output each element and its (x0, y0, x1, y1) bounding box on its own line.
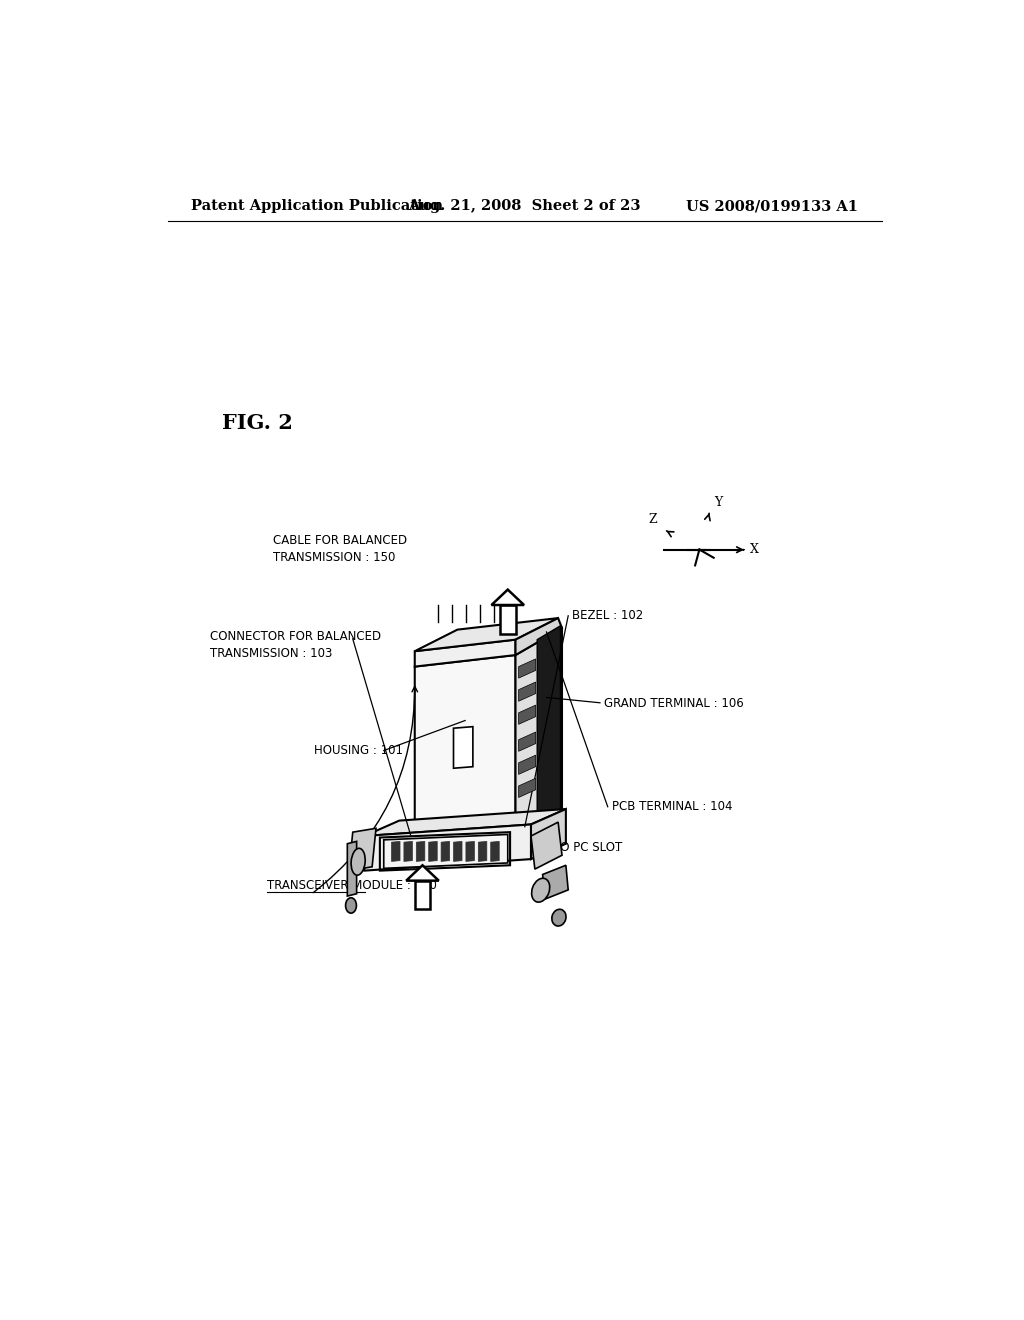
Text: HOUSING : 101: HOUSING : 101 (314, 744, 403, 758)
Polygon shape (492, 590, 524, 605)
Text: CONNECTOR FOR BALANCED
TRANSMISSION : 103: CONNECTOR FOR BALANCED TRANSMISSION : 10… (210, 630, 381, 660)
Polygon shape (518, 779, 536, 797)
Polygon shape (515, 628, 562, 840)
Text: GRAND TERMINAL : 106: GRAND TERMINAL : 106 (604, 697, 743, 710)
Ellipse shape (351, 849, 366, 875)
Text: PCB TERMINAL : 104: PCB TERMINAL : 104 (612, 800, 732, 813)
Polygon shape (538, 626, 560, 829)
Polygon shape (407, 866, 438, 880)
Text: Y: Y (714, 496, 722, 510)
Text: Z: Z (648, 513, 657, 527)
Text: TRANSCEIVER MODULE : 100: TRANSCEIVER MODULE : 100 (267, 879, 437, 891)
Polygon shape (441, 841, 450, 862)
Polygon shape (349, 829, 376, 871)
Polygon shape (403, 841, 413, 862)
Text: CABLE FOR BALANCED
TRANSMISSION : 150: CABLE FOR BALANCED TRANSMISSION : 150 (273, 535, 408, 565)
Polygon shape (531, 809, 566, 859)
Polygon shape (391, 841, 400, 862)
Polygon shape (515, 618, 562, 655)
Polygon shape (518, 705, 536, 725)
Ellipse shape (531, 878, 550, 902)
Polygon shape (365, 825, 531, 871)
Ellipse shape (345, 898, 356, 913)
Text: Patent Application Publication: Patent Application Publication (191, 199, 443, 213)
Polygon shape (415, 655, 515, 851)
Polygon shape (466, 841, 474, 862)
Text: Aug. 21, 2008  Sheet 2 of 23: Aug. 21, 2008 Sheet 2 of 23 (409, 199, 641, 213)
Polygon shape (543, 866, 568, 899)
Ellipse shape (552, 909, 566, 927)
Polygon shape (415, 618, 558, 651)
Polygon shape (347, 841, 356, 896)
Polygon shape (429, 841, 437, 862)
Polygon shape (415, 640, 515, 667)
Text: TO PC SLOT: TO PC SLOT (553, 841, 622, 854)
Text: US 2008/0199133 A1: US 2008/0199133 A1 (686, 199, 858, 213)
Text: X: X (751, 544, 759, 556)
Polygon shape (384, 834, 508, 869)
Polygon shape (365, 809, 566, 836)
Polygon shape (518, 659, 536, 678)
Polygon shape (531, 822, 562, 869)
Polygon shape (500, 605, 515, 635)
Polygon shape (454, 726, 473, 768)
Polygon shape (417, 841, 425, 862)
Text: BEZEL : 102: BEZEL : 102 (572, 610, 644, 622)
Text: .: . (614, 841, 618, 854)
Polygon shape (518, 755, 536, 775)
Polygon shape (478, 841, 486, 862)
Polygon shape (490, 841, 500, 862)
Polygon shape (415, 880, 430, 909)
Polygon shape (518, 682, 536, 701)
Text: FIG. 2: FIG. 2 (221, 413, 293, 433)
Polygon shape (518, 733, 536, 751)
Polygon shape (454, 841, 462, 862)
